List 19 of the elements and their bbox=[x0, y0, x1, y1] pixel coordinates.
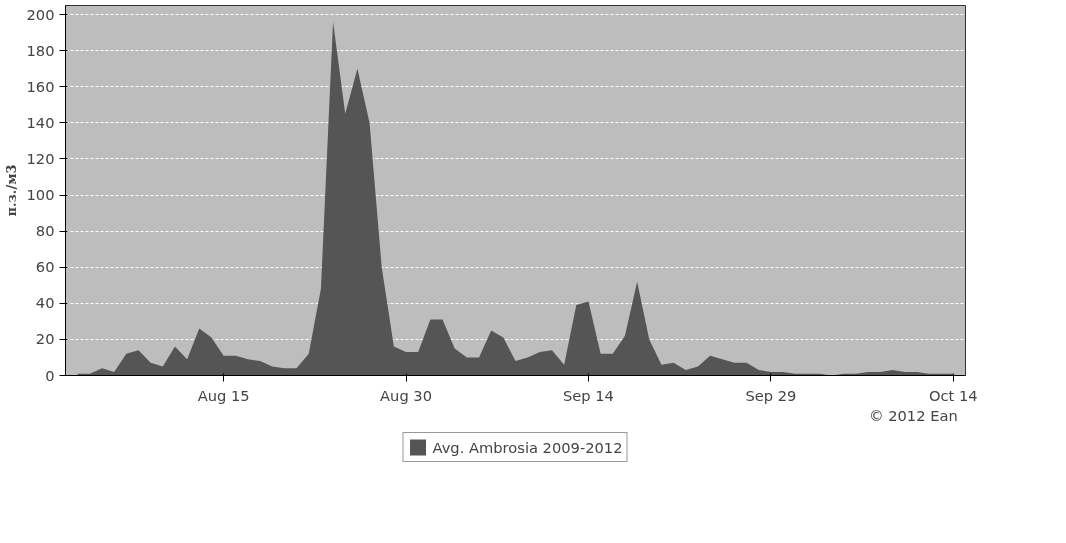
y-tick-label: 0 bbox=[45, 366, 55, 384]
x-tick-label: Aug 15 bbox=[197, 386, 250, 404]
legend-label: Avg. Ambrosia 2009-2012 bbox=[432, 438, 623, 456]
y-tick-label: 80 bbox=[35, 222, 55, 240]
y-tick-label: 180 bbox=[26, 41, 55, 59]
y-tick-label: 60 bbox=[35, 258, 55, 276]
text: © 2012 Ean bbox=[868, 406, 958, 424]
x-tick-label: Oct 14 bbox=[929, 386, 978, 404]
y-tick-label: 100 bbox=[26, 186, 55, 204]
y-axis-title: п.з./м3 bbox=[3, 164, 19, 217]
y-tick-label: 120 bbox=[26, 149, 55, 167]
x-tick-label: Sep 14 bbox=[563, 386, 614, 404]
y-tick-label: 140 bbox=[26, 113, 55, 131]
y-tick-label: 20 bbox=[35, 330, 55, 348]
y-tick-label: 200 bbox=[26, 5, 55, 23]
y-tick-label: 40 bbox=[35, 294, 55, 312]
x-tick-label: Aug 30 bbox=[380, 386, 433, 404]
y-tick-label: 160 bbox=[26, 77, 55, 95]
x-tick-label: Sep 29 bbox=[745, 386, 797, 404]
